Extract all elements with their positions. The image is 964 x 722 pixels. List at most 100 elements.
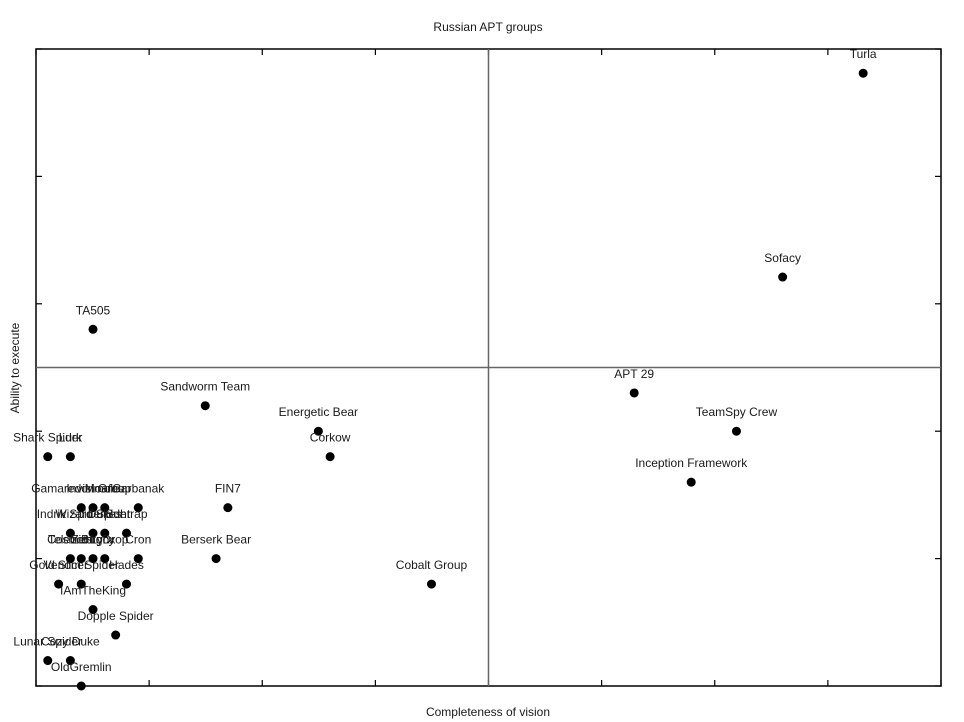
scatter-point-group: FIN7 [215,482,241,513]
scatter-point [88,554,98,564]
scatter-point [629,388,639,398]
scatter-point-group: Cozy Duke [41,635,100,666]
scatter-point [43,656,53,666]
scatter-point [43,452,53,462]
point-label: Cron [125,533,151,547]
point-label: Zebrocy [71,533,114,547]
scatter-point-group: Shark Spider [13,431,82,462]
scatter-point [426,579,436,589]
point-label: Cosmic Lynx [47,533,115,547]
scatter-point [88,528,98,538]
point-label: Cobalt Group [396,558,468,572]
scatter-point-group: Sandworm Team [160,380,250,411]
data-points: Turla Sofacy TA505 APT 29 Sandworm Team Energ… [13,47,877,691]
scatter-point-group: Lunar Spider [13,635,82,666]
scatter-point [313,426,323,436]
scatter-point [65,554,75,564]
scatter-point-group: Sofacy [764,251,801,282]
scatter-point [88,503,98,513]
scatter-point [133,554,143,564]
point-label: Invisimole [66,482,120,496]
scatter-point [325,452,335,462]
scatter-point-group: BugDrop [81,533,129,564]
point-label: Lunar Spider [13,635,82,649]
scatter-point [858,68,868,78]
point-label: Gold Slicer [29,558,88,572]
scatter-point [200,401,210,411]
scatter-point-group: Cron [125,533,151,564]
scatter-point-group: Indrik Spider [37,507,104,538]
scatter-point [111,630,121,640]
scatter-point [76,681,86,691]
point-label: Telebots [48,533,93,547]
scatter-point [731,426,741,436]
point-label: BugDrop [81,533,129,547]
point-label: Hades [109,558,144,572]
scatter-point [88,605,98,615]
scatter-point [223,503,233,513]
scatter-point-group: APT 29 [614,367,654,398]
point-label: Inception Framework [635,456,748,470]
point-label: Lurk [59,431,83,445]
point-label: Dopple Spider [78,609,154,623]
point-label: Wizard Spider [55,507,130,521]
scatter-point [122,528,131,538]
scatter-point-group: Gamaredon Group [31,482,132,513]
scatter-point-group: Buhtrap [105,507,148,538]
scatter-point [65,656,75,666]
y-axis-title: Ability to execute [8,322,22,413]
scatter-point [88,324,98,334]
scatter-point-group: Energetic Bear [279,405,358,436]
scatter-point [100,503,110,513]
scatter-point-group: Lurk [59,431,83,462]
scatter-point-group: Venom Spider [44,558,119,589]
chart-title: Russian APT groups [433,20,542,34]
scatter-point-group: Moafee [85,482,125,513]
point-label: Venom Spider [44,558,119,572]
scatter-point-group: TA505 [76,303,111,334]
scatter-point [100,554,110,564]
scatter-point-group: Telebots [48,533,93,564]
point-label: FIN7 [215,482,241,496]
scatter-point [133,503,143,513]
point-label: IAmTheKing [60,584,126,598]
scatter-point [76,503,86,513]
scatter-point [778,272,788,282]
point-label: Carbanak [112,482,165,496]
point-label: APT 29 [614,367,654,381]
point-label: TA505 [76,303,111,317]
scatter-point [686,477,696,487]
scatter-point-group: Inception Framework [635,456,748,487]
point-label: Berserk Bear [181,533,251,547]
scatter-point [76,579,86,589]
scatter-point-group: Zebrocy [71,533,115,564]
point-label: Turla [850,47,877,61]
point-label: Sofacy [764,251,801,265]
scatter-point-group: Turla [850,47,877,78]
scatter-point-group: Cosmic Lynx [47,533,115,564]
point-label: Indrik Spider [37,507,104,521]
scatter-point [65,528,75,538]
x-axis-title: Completeness of vision [426,705,550,719]
point-label: Cozy Duke [41,635,100,649]
scatter-point [100,528,110,538]
point-label: Buhtrap [105,507,147,521]
scatter-point [122,579,131,589]
point-label: Corkow [310,431,351,445]
scatter-point-group: Invisimole [66,482,120,513]
point-label: OldGremlin [51,660,112,674]
point-label: Shark Spider [13,431,82,445]
scatter-point-group: IAmTheKing [60,584,126,615]
scatter-point-group: Berserk Bear [181,533,251,564]
scatter-point-group: Corkow [310,431,351,462]
point-label: Moafee [85,482,125,496]
scatter-point-group: Hades [109,558,144,589]
scatter-point [54,579,64,589]
scatter-point-group: Cobalt Group [396,558,468,589]
scatter-point [76,554,86,564]
scatter-point [65,452,75,462]
scatter-point [211,554,221,564]
scatter-point-group: Wizard Spider [55,507,131,538]
point-label: Sandworm Team [160,380,250,394]
